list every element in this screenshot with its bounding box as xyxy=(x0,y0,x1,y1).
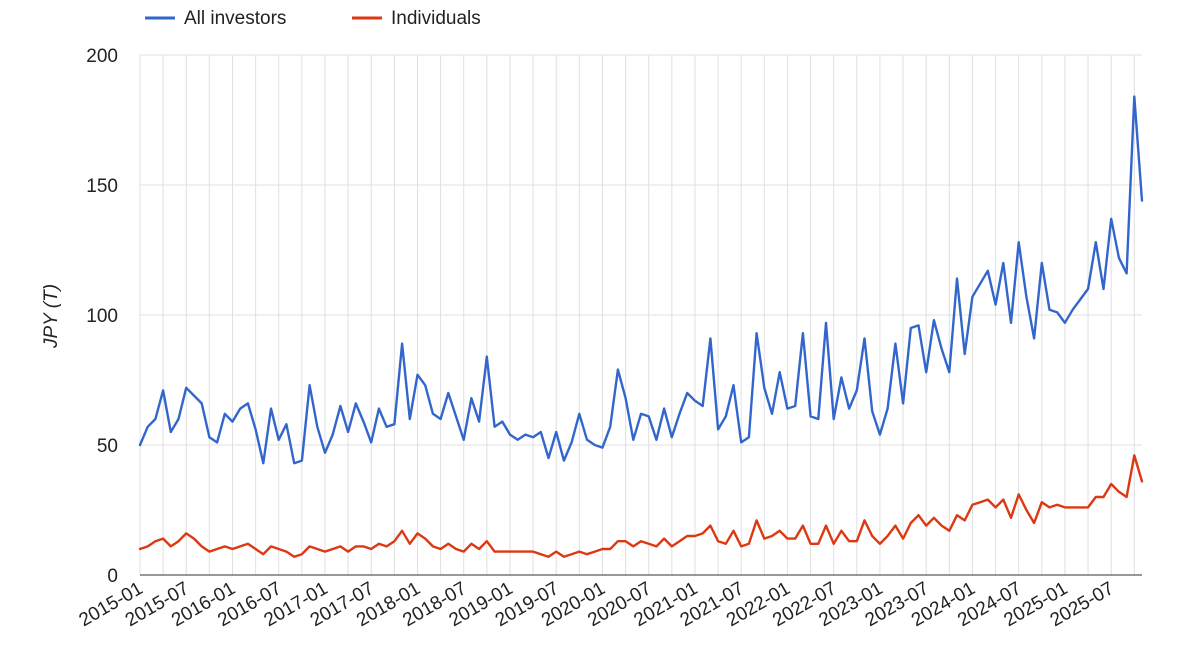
y-tick-label: 150 xyxy=(86,176,118,197)
legend-label-individuals: Individuals xyxy=(391,8,481,29)
series-line-all-investors xyxy=(138,95,1144,465)
series-layer xyxy=(138,95,1144,558)
y-tick-label: 200 xyxy=(86,46,118,67)
y-axis-title: JPY (T) xyxy=(41,284,62,349)
grid xyxy=(139,54,1142,575)
axes: 0501001502002015-012015-072016-012016-07… xyxy=(76,46,1142,631)
y-tick-label: 0 xyxy=(107,566,118,587)
legend: All investors Individuals xyxy=(145,8,481,29)
series-line-individuals xyxy=(138,454,1144,558)
legend-label-all-investors: All investors xyxy=(184,8,286,29)
y-tick-label: 50 xyxy=(97,436,118,457)
y-tick-label: 100 xyxy=(86,306,118,327)
